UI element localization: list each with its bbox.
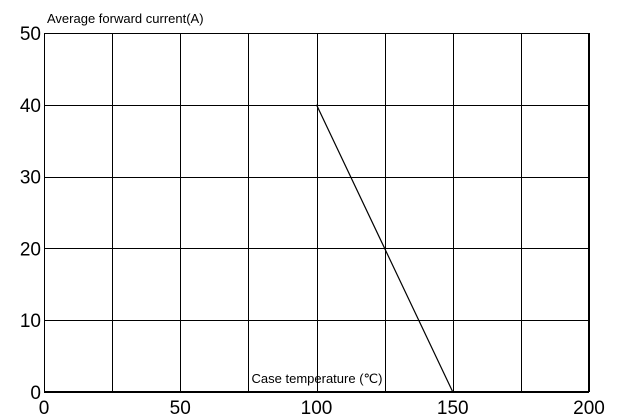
x-tick-label-100: 100 (301, 398, 333, 419)
y-tick-label-0: 0 (30, 383, 41, 404)
plot-frame (44, 33, 589, 392)
y-tick-label-50: 50 (20, 24, 41, 45)
y-tick-label-20: 20 (20, 239, 41, 260)
x-tick-label-200: 200 (573, 398, 605, 419)
x-tick-labels: 0 50 100 150 200 (39, 398, 605, 419)
y-axis-title: Average forward current(A) (47, 11, 204, 26)
y-tick-labels: 0 10 20 30 40 50 (20, 24, 41, 404)
series-line-0 (315, 104, 454, 393)
y-tick-label-30: 30 (20, 168, 41, 189)
plot-border (44, 33, 589, 392)
x-axis-title: Case temperature (℃) (252, 371, 383, 386)
series-layer (315, 104, 454, 393)
x-tick-label-0: 0 (39, 398, 50, 419)
y-tick-label-10: 10 (20, 311, 41, 332)
y-tick-label-40: 40 (20, 96, 41, 117)
x-tick-label-50: 50 (170, 398, 191, 419)
grid (44, 33, 590, 393)
x-tick-label-150: 150 (437, 398, 469, 419)
